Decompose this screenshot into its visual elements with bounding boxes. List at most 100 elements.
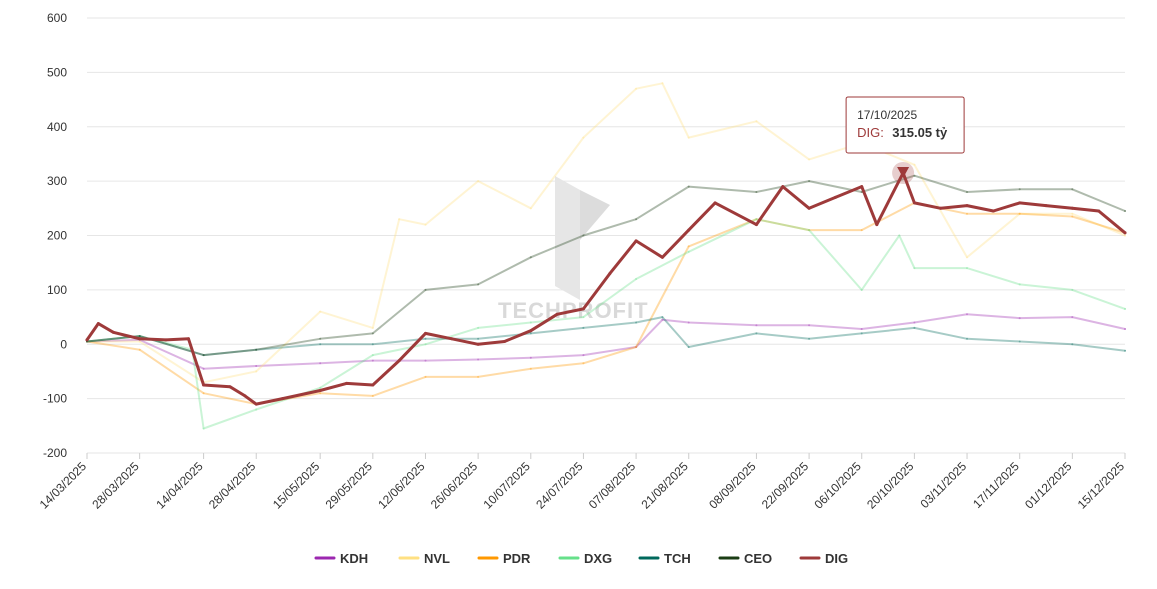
point-pdr-03-11-2025 bbox=[966, 212, 968, 215]
point-nvl-01-12-2025 bbox=[1071, 212, 1074, 215]
tooltip-line: DIG: 315.05 tỷ bbox=[857, 124, 948, 141]
point-tch-03-11-2025 bbox=[966, 337, 968, 340]
x-tick-label: 08/09/2025 bbox=[706, 459, 759, 512]
point-ceo-07-08-2025 bbox=[635, 218, 638, 221]
x-tick-label: 22/09/2025 bbox=[759, 459, 812, 512]
point-dig-17-11-2025 bbox=[1018, 201, 1022, 205]
point-ceo-03-11-2025 bbox=[966, 191, 968, 193]
point-dig-10-11-2025 bbox=[991, 209, 995, 213]
point-nvl-14-08-2025 bbox=[661, 82, 664, 85]
point-dig-31-07-2025 bbox=[608, 272, 612, 276]
legend-item-pdr[interactable]: PDR bbox=[477, 551, 531, 566]
point-kdh-21-08-2025 bbox=[687, 321, 690, 324]
tooltip-marker-icon bbox=[897, 166, 910, 178]
point-dig-10-10-2025 bbox=[875, 223, 879, 227]
point-dxg-20-10-2025 bbox=[913, 267, 916, 270]
point-pdr-22-09-2025 bbox=[808, 229, 811, 232]
legend-item-tch[interactable]: TCH bbox=[638, 551, 691, 566]
point-dig-15-05-2025 bbox=[318, 389, 322, 392]
y-tick-label: 500 bbox=[47, 65, 67, 79]
point-tch-24-07-2025 bbox=[582, 326, 585, 329]
point-tch-01-12-2025 bbox=[1071, 343, 1074, 346]
x-tick-label: 10/07/2025 bbox=[481, 459, 534, 512]
point-ceo-26-06-2025 bbox=[477, 283, 480, 286]
y-tick-label: 0 bbox=[60, 337, 67, 351]
point-nvl-10-07-2025 bbox=[529, 207, 532, 210]
legend-item-kdh[interactable]: KDH bbox=[314, 551, 368, 566]
point-dig-17-07-2025 bbox=[555, 312, 559, 316]
point-nvl-28-03-2025 bbox=[138, 340, 141, 343]
point-pdr-10-07-2025 bbox=[529, 367, 532, 370]
watermark-shape bbox=[555, 176, 580, 300]
point-tch-28-03-2025 bbox=[138, 335, 141, 338]
legend-item-dig[interactable]: DIG bbox=[799, 551, 848, 566]
point-dxg-06-10-2025 bbox=[860, 288, 863, 291]
grid-lines bbox=[87, 17, 1125, 454]
point-dig-28-03-2025 bbox=[138, 337, 142, 341]
point-dig-12-06-2025 bbox=[424, 331, 427, 335]
legend-item-nvl[interactable]: NVL bbox=[398, 551, 450, 566]
point-dig-10-04-2025 bbox=[187, 337, 190, 341]
legend-item-ceo[interactable]: CEO bbox=[718, 551, 772, 566]
point-pdr-24-07-2025 bbox=[582, 362, 585, 365]
point-kdh-03-11-2025 bbox=[966, 313, 968, 316]
point-pdr-08-09-2025 bbox=[755, 218, 758, 221]
point-ceo-20-10-2025 bbox=[913, 174, 916, 177]
x-tick-label: 15/05/2025 bbox=[270, 459, 323, 512]
point-dxg-28-03-2025 bbox=[138, 335, 141, 338]
series-lines bbox=[85, 82, 1127, 430]
point-ceo-15-12-2025 bbox=[1124, 210, 1126, 212]
x-tick-label: 14/03/2025 bbox=[37, 459, 90, 512]
point-tch-22-09-2025 bbox=[808, 337, 811, 340]
point-ceo-28-03-2025 bbox=[138, 335, 141, 338]
point-nvl-17-11-2025 bbox=[1018, 212, 1021, 215]
point-dxg-07-08-2025 bbox=[635, 278, 638, 280]
point-kdh-10-07-2025 bbox=[529, 356, 532, 359]
point-nvl-21-08-2025 bbox=[687, 136, 690, 139]
point-dig-04-04-2025 bbox=[164, 338, 168, 342]
tooltip-value: 315.05 tỷ bbox=[892, 125, 948, 140]
point-nvl-15-12-2025 bbox=[1124, 234, 1126, 237]
legend-label-pdr: PDR bbox=[503, 551, 531, 566]
series-line-kdh bbox=[86, 313, 1126, 370]
point-pdr-21-08-2025 bbox=[687, 245, 690, 248]
point-kdh-17-11-2025 bbox=[1018, 317, 1021, 320]
x-tick-label: 28/03/2025 bbox=[89, 459, 142, 512]
point-dig-14-08-2025 bbox=[660, 255, 664, 259]
x-tick-label: 24/07/2025 bbox=[533, 459, 586, 512]
point-dig-25-04-2025 bbox=[243, 394, 247, 398]
series-tch bbox=[86, 316, 1126, 357]
point-dxg-12-06-2025 bbox=[424, 343, 427, 346]
point-tch-07-08-2025 bbox=[635, 321, 638, 324]
legend-label-nvl: NVL bbox=[424, 551, 450, 566]
point-dig-20-10-2025 bbox=[912, 201, 916, 205]
legend-item-dxg[interactable]: DXG bbox=[558, 551, 612, 566]
x-tick-label: 17/11/2025 bbox=[970, 459, 1022, 511]
point-tch-29-05-2025 bbox=[371, 343, 374, 346]
legend[interactable]: KDH NVL PDR DXG TCH CEO DIG bbox=[314, 551, 848, 566]
series-nvl bbox=[86, 82, 1126, 384]
point-kdh-22-09-2025 bbox=[808, 324, 811, 327]
point-dxg-08-09-2025 bbox=[755, 218, 758, 221]
point-dxg-16-10-2025 bbox=[898, 234, 901, 237]
y-axis-ticks: 600 500 400 300 200 100 0 -100 -200 bbox=[43, 11, 67, 460]
legend-label-tch: TCH bbox=[664, 551, 691, 566]
x-tick-label: 21/08/2025 bbox=[638, 459, 691, 512]
point-ceo-28-04-2025 bbox=[255, 348, 258, 351]
point-ceo-14-04-2025 bbox=[202, 354, 205, 357]
y-tick-label: 200 bbox=[47, 229, 67, 243]
point-dig-05-05-2025 bbox=[281, 397, 285, 401]
point-tch-28-04-2025 bbox=[255, 348, 258, 351]
tooltip-box bbox=[845, 96, 965, 154]
point-ceo-24-07-2025 bbox=[582, 234, 585, 237]
point-pdr-17-11-2025 bbox=[1018, 212, 1021, 215]
x-tick-label: 15/12/2025 bbox=[1075, 459, 1128, 512]
point-tch-14-08-2025 bbox=[661, 316, 664, 319]
point-tch-14-04-2025 bbox=[202, 354, 205, 357]
point-dig-17-03-2025 bbox=[96, 322, 100, 326]
series-line-tch bbox=[86, 316, 1126, 357]
point-kdh-14-04-2025 bbox=[202, 367, 205, 370]
y-tick-label: 300 bbox=[47, 174, 67, 188]
x-tick-label: 06/10/2025 bbox=[811, 459, 864, 512]
point-dig-21-04-2025 bbox=[228, 385, 232, 389]
